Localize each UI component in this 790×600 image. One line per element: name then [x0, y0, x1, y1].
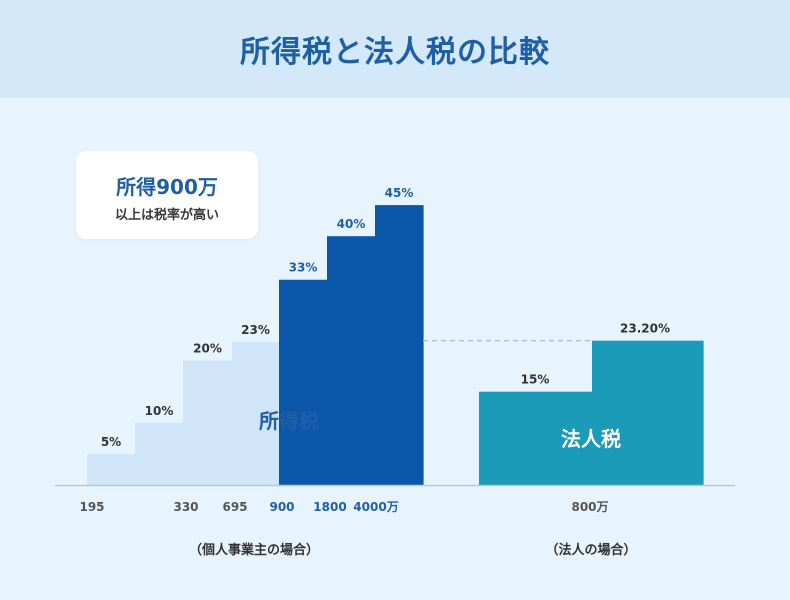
income-tax-rate-label: 5%	[101, 435, 121, 449]
corporate-tax-bar	[592, 340, 704, 485]
page-title: 所得税と法人税の比較	[240, 35, 550, 70]
income-tax-rate-label: 33%	[289, 261, 318, 275]
income-tax-tick-label: 900	[269, 500, 294, 514]
income-tax-label: 所得税	[259, 409, 319, 433]
income-tax-bar	[279, 279, 328, 485]
corporate-tax-rate-label: 23.20%	[620, 322, 670, 336]
income-tax-rate-label: 40%	[337, 217, 366, 231]
income-tax-tick-label: 695	[222, 500, 247, 514]
callout-title: 所得900万	[116, 175, 218, 199]
income-tax-caption: （個人事業主の場合）	[189, 542, 319, 558]
callout-box: 所得900万 以上は税率が高い	[76, 151, 258, 239]
income-tax-bar	[232, 341, 280, 485]
income-tax-bar	[87, 453, 136, 485]
corporate-tax-caption: （法人の場合）	[545, 542, 636, 558]
income-tax-rate-label: 10%	[145, 404, 174, 418]
corporate-tax-label: 法人税	[561, 427, 621, 451]
income-tax-rate-label: 20%	[193, 342, 222, 356]
income-tax-bar	[327, 236, 376, 485]
income-tax-tick-label: 330	[173, 500, 198, 514]
income-tax-bar	[135, 422, 184, 485]
income-tax-bar	[375, 205, 424, 485]
corporate-tax-rate-label: 15%	[521, 373, 550, 387]
callout-subtitle: 以上は税率が高い	[114, 208, 219, 223]
income-tax-rate-label: 23%	[241, 323, 270, 337]
income-tax-rate-label: 45%	[385, 186, 414, 200]
corporate-tax-bar	[479, 391, 593, 485]
header-banner: 所得税と法人税の比較	[0, 0, 790, 98]
income-tax-tick-label: 4000万	[353, 500, 398, 514]
income-tax-tick-label: 195	[79, 500, 104, 514]
income-tax-bar	[183, 360, 233, 485]
corporate-tax-tick-label: 800万	[571, 500, 608, 514]
income-tax-tick-label: 1800	[313, 500, 346, 514]
